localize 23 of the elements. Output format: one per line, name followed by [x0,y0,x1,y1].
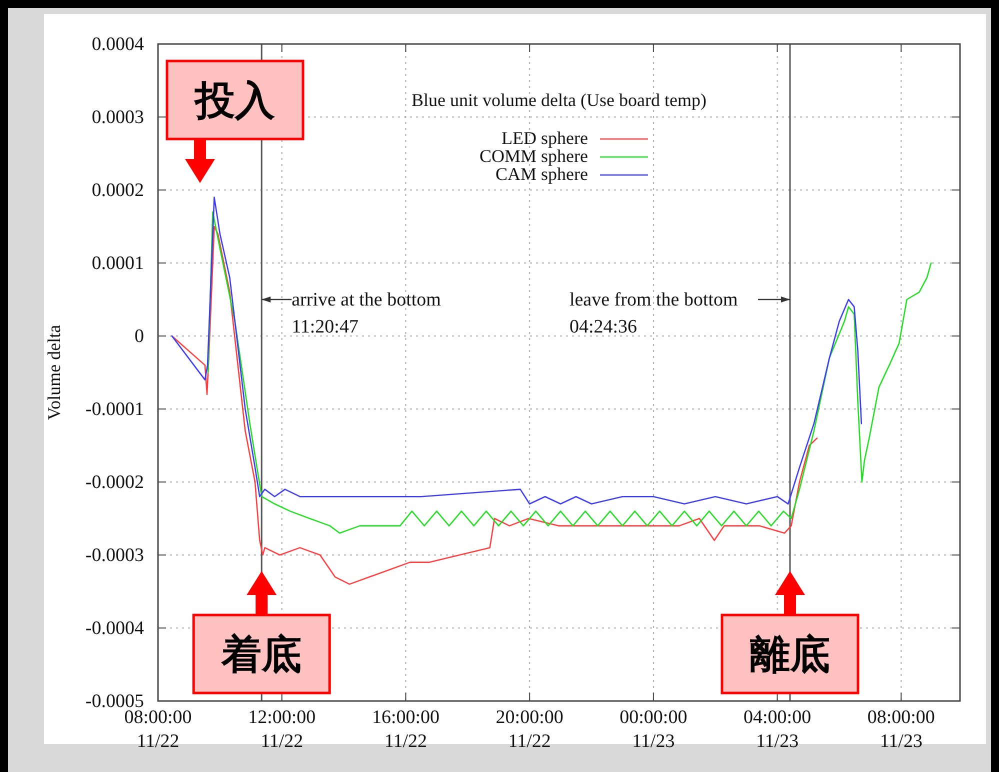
y-tick-label: 0 [134,326,144,347]
annotation: 離底 [749,632,830,677]
legend-label: LED sphere [502,128,588,148]
annotation: 着底 [220,632,302,677]
y-tick-label: 0.0003 [92,107,144,128]
y-axis-title: Volume delta [44,324,64,420]
x-tick-label: 04:00:00 11/23 [744,707,812,752]
x-tick-label: 12:00:00 11/22 [248,707,316,752]
y-tick-label: 0.0001 [92,253,144,274]
x-tick-label: 16:00:00 11/22 [372,707,440,752]
text: Blue unit volume delta (Use board temp) [412,90,706,110]
y-tick-label: -0.0003 [85,545,144,566]
y-tick-label: 0.0002 [92,180,144,201]
y-tick-label: -0.0002 [85,472,144,493]
y-tick-label: 0.0004 [92,34,144,55]
x-tick-label: 20:00:00 11/22 [496,707,564,752]
y-tick-label: -0.0001 [85,399,144,420]
annotation: arrive at the bottom 11:20:47 [292,290,442,338]
annotation: leave from the bottom 04:24:36 [569,290,738,338]
x-tick-label: 00:00:00 11/23 [620,707,688,752]
x-tick-label: 08:00:00 11/23 [867,707,935,752]
y-tick-label: -0.0004 [85,618,144,639]
annotation: 投入 [193,78,276,123]
